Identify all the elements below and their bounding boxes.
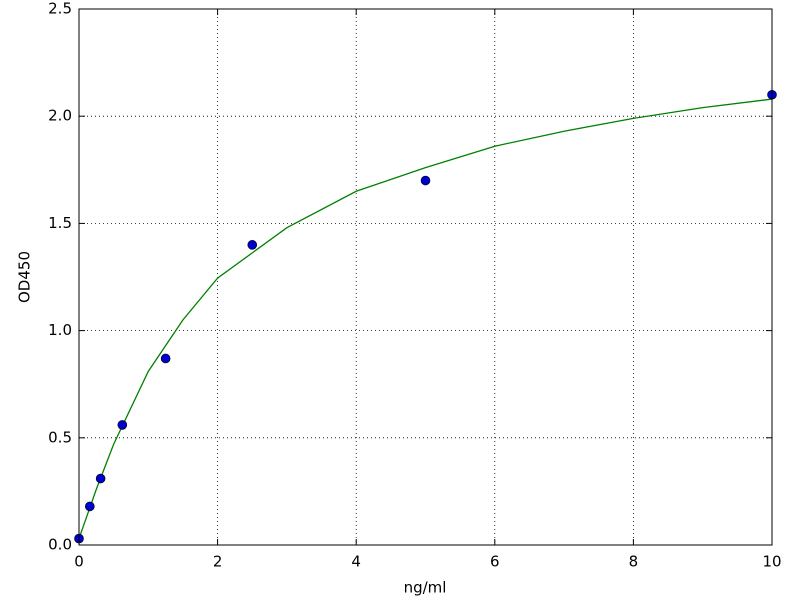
y-tick-label: 0.0 <box>48 536 72 554</box>
x-axis-label: ng/ml <box>404 579 447 597</box>
y-tick-label: 0.5 <box>48 428 72 446</box>
plot-frame <box>78 8 773 546</box>
x-tick-label: 10 <box>762 553 781 571</box>
y-axis-label: OD450 <box>16 251 34 303</box>
fit-curve <box>78 98 773 539</box>
y-tick-label: 1.5 <box>48 214 72 232</box>
data-point <box>117 420 128 430</box>
x-tick-label: 0 <box>74 553 84 571</box>
x-tick-label: 2 <box>213 553 223 571</box>
y-tick-label: 1.0 <box>48 321 72 339</box>
data-point <box>160 353 171 364</box>
y-tick-label: 2.0 <box>48 107 72 125</box>
data-point <box>247 240 258 250</box>
x-tick-label: 8 <box>629 553 639 571</box>
data-point <box>95 473 106 484</box>
y-tick-label: 2.5 <box>48 0 72 18</box>
data-point <box>420 175 431 186</box>
data-point <box>85 501 95 512</box>
x-tick-label: 6 <box>490 553 500 571</box>
x-tick-label: 4 <box>351 553 361 571</box>
